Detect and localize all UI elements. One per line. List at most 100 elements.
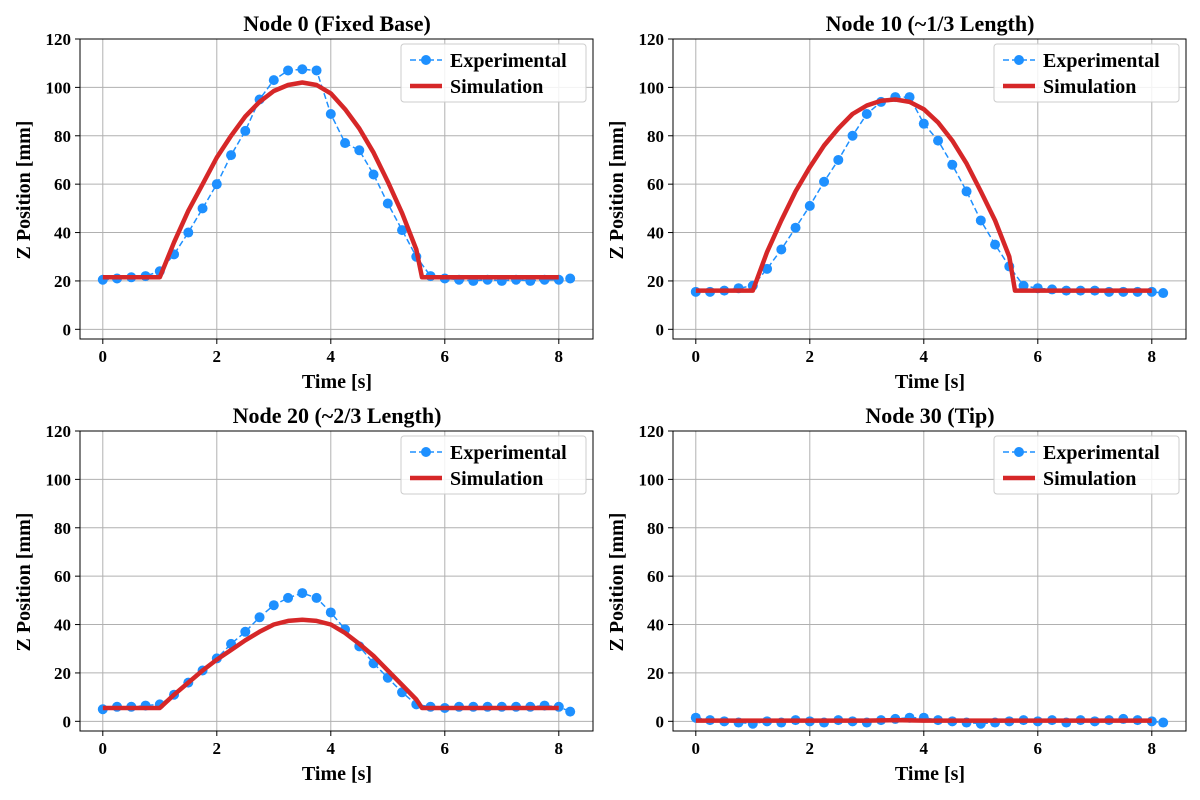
- data-point-experimental: [861, 109, 872, 119]
- x-tick-label: 4: [920, 739, 929, 758]
- plot-area: 0 2 4 6 8020406080100120ExperimentalSimulati…: [46, 30, 594, 366]
- data-point-experimental: [297, 588, 308, 599]
- legend-label: Simulation: [450, 76, 543, 98]
- chart-svg: 0 2 4 6 8020406080100120ExperimentalSimulati…: [606, 403, 1187, 785]
- data-point-experimental: [933, 135, 944, 146]
- data-point-experimental: [1018, 280, 1029, 291]
- legend-box: [993, 435, 1180, 495]
- x-tick-label: 2: [806, 347, 815, 366]
- x-tick-label: 8: [1148, 739, 1157, 758]
- data-point-experimental: [183, 227, 194, 238]
- chart-svg: 0 2 4 6 8020406080100120ExperimentalSimulati…: [13, 403, 594, 785]
- chart-title: Node 20 (~2/3 Length): [233, 403, 442, 428]
- y-tick-label: 100: [46, 78, 72, 97]
- x-tick-label: 6: [441, 739, 450, 758]
- chart-panel-node-30: 0 2 4 6 8 0 20 40 60 80 100 120 Experimental Simulati…: [593, 392, 1193, 792]
- y-tick-label: 80: [54, 127, 71, 146]
- data-point-experimental: [847, 130, 858, 141]
- x-axis-label: Time [s]: [302, 763, 372, 785]
- data-point-experimental: [1158, 717, 1169, 728]
- y-tick-label: 120: [46, 30, 72, 49]
- data-point-experimental: [762, 263, 773, 274]
- chart-panel-node-20: 0 2 4 6 8 0 20 40 60 80 100 120 Experimental Simulati…: [0, 392, 600, 792]
- x-tick-label: 0: [99, 739, 108, 758]
- y-tick-label: 80: [647, 519, 664, 538]
- y-tick-label: 40: [54, 616, 71, 635]
- data-point-experimental: [975, 215, 986, 226]
- data-point-experimental: [297, 64, 308, 75]
- series-line-simulation: [102, 80, 559, 280]
- data-point-experimental: [226, 150, 237, 161]
- legend: Experimental Simulation: [993, 43, 1180, 103]
- x-tick-label: 0: [99, 347, 108, 366]
- legend-marker-experimental: [421, 55, 431, 65]
- x-tick-label: 8: [555, 347, 564, 366]
- data-point-experimental: [833, 154, 844, 165]
- data-point-experimental: [283, 65, 294, 76]
- data-point-experimental: [565, 273, 576, 284]
- legend-box: [400, 435, 587, 495]
- y-tick-label: 60: [647, 175, 664, 194]
- series-line-simulation: [695, 717, 1152, 723]
- y-tick-label: 20: [647, 664, 664, 683]
- data-point-experimental: [268, 75, 279, 86]
- series-line-simulation: [102, 617, 559, 711]
- legend: Experimental Simulation: [400, 435, 587, 495]
- chart-title: Node 0 (Fixed Base): [243, 11, 431, 36]
- x-tick-label: 6: [1034, 347, 1043, 366]
- data-point-experimental: [804, 200, 815, 211]
- y-axis-label: Z Position [mm]: [606, 121, 628, 260]
- axes-frame: [672, 38, 1187, 340]
- y-tick-label: 100: [46, 470, 72, 489]
- series-group: [690, 92, 1169, 299]
- legend: Experimental Simulation: [400, 43, 587, 103]
- axes-frame: [672, 430, 1187, 732]
- legend-label: Experimental: [1043, 442, 1160, 464]
- legend-label: Simulation: [450, 468, 543, 490]
- y-tick-label: 80: [647, 127, 664, 146]
- data-point-experimental: [240, 125, 251, 136]
- data-point-experimental: [790, 222, 801, 233]
- data-point-experimental: [1158, 288, 1169, 299]
- series-line-experimental: [102, 68, 571, 282]
- x-tick-label: 4: [327, 347, 336, 366]
- chart-panel-node-10: 0 2 4 6 8 0 20 40 60 80 100 120 Experimental Simulati…: [593, 0, 1193, 400]
- data-point-experimental: [918, 118, 929, 129]
- y-tick-label: 20: [647, 272, 664, 291]
- series-group: [97, 588, 576, 717]
- data-point-experimental: [311, 592, 322, 603]
- data-point-experimental: [947, 159, 958, 170]
- data-point-experimental: [211, 179, 222, 190]
- y-tick-label: 120: [639, 422, 665, 441]
- series-line-experimental: [695, 96, 1164, 294]
- data-point-experimental: [368, 169, 379, 180]
- x-tick-label: 4: [327, 739, 336, 758]
- data-point-experimental: [961, 186, 972, 197]
- legend: Experimental Simulation: [993, 435, 1180, 495]
- y-tick-label: 40: [54, 224, 71, 243]
- axes-frame: [79, 38, 594, 340]
- data-point-experimental: [240, 626, 251, 637]
- legend-box: [993, 43, 1180, 103]
- chart-svg: 0 2 4 6 8020406080100120ExperimentalSimulati…: [13, 11, 594, 393]
- x-tick-label: 2: [213, 347, 222, 366]
- y-tick-label: 60: [54, 175, 71, 194]
- y-tick-label: 100: [639, 78, 665, 97]
- y-tick-label: 120: [639, 30, 665, 49]
- y-tick-label: 0: [63, 320, 72, 339]
- data-point-experimental: [819, 176, 830, 187]
- legend-box: [400, 43, 587, 103]
- y-tick-label: 40: [647, 616, 664, 635]
- plot-area: 0 2 4 6 8020406080100120ExperimentalSimulati…: [639, 30, 1187, 366]
- data-point-experimental: [776, 244, 787, 255]
- x-tick-label: 0: [692, 739, 701, 758]
- x-tick-label: 2: [806, 739, 815, 758]
- plot-area: 0 2 4 6 8020406080100120ExperimentalSimulati…: [639, 422, 1187, 758]
- data-point-experimental: [397, 225, 408, 236]
- y-axis-label: Z Position [mm]: [13, 121, 35, 260]
- y-tick-label: 40: [647, 224, 664, 243]
- y-tick-label: 60: [647, 567, 664, 586]
- y-axis-label: Z Position [mm]: [13, 513, 35, 652]
- x-axis-label: Time [s]: [895, 371, 965, 393]
- x-tick-label: 4: [920, 347, 929, 366]
